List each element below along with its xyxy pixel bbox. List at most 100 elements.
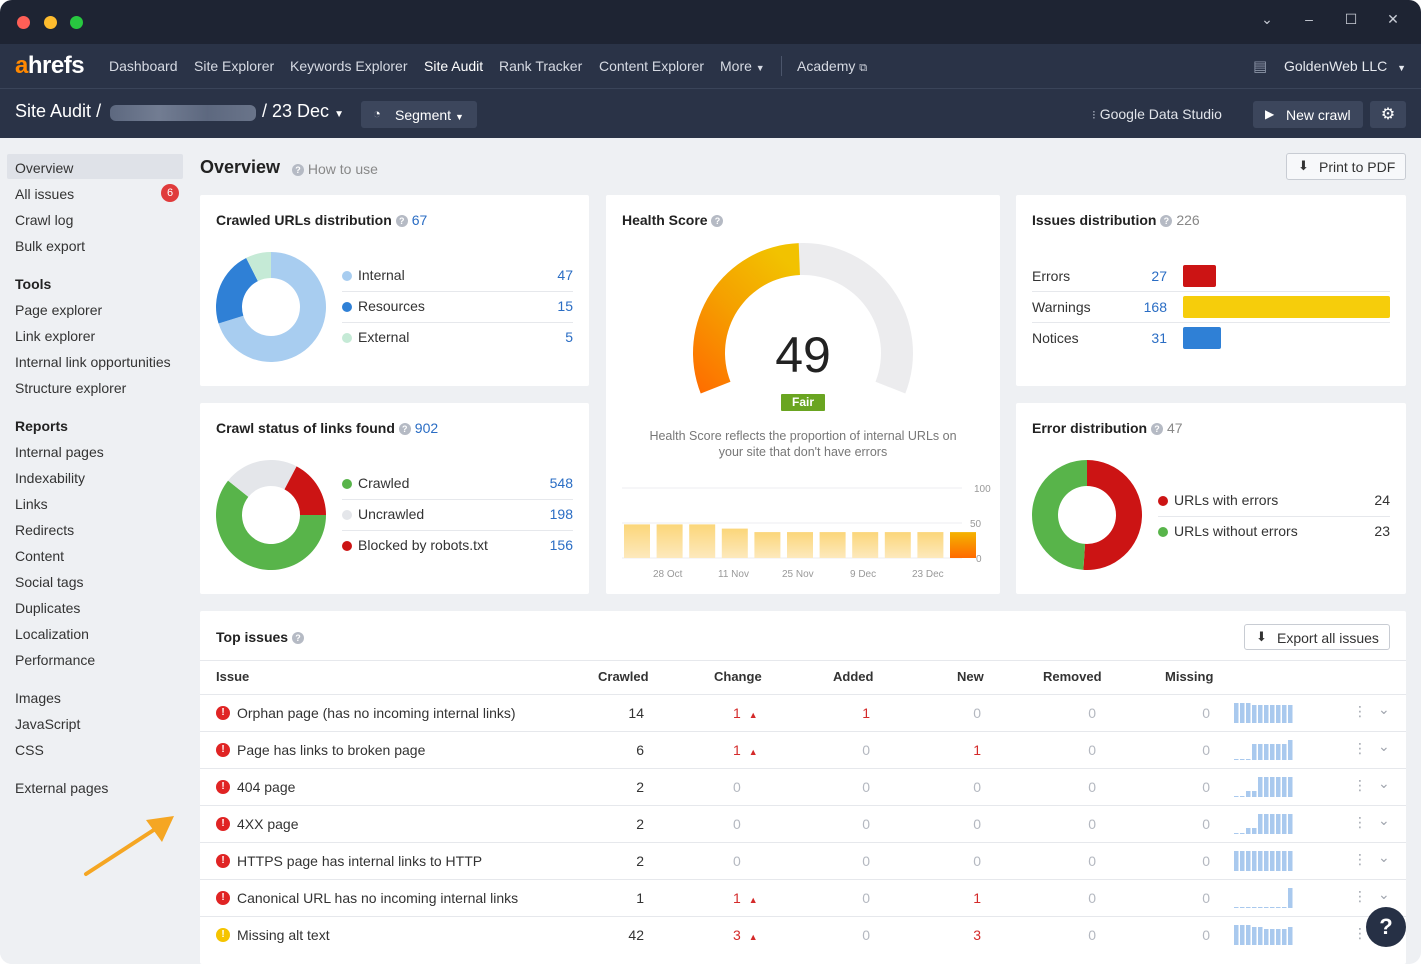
- added-count[interactable]: 0: [862, 779, 870, 795]
- legend-value[interactable]: 5: [565, 329, 573, 345]
- export-all-issues-button[interactable]: ⬇ Export all issues: [1244, 624, 1390, 650]
- legend-value[interactable]: 23: [1374, 523, 1390, 539]
- new-count[interactable]: 0: [973, 705, 981, 721]
- added-count[interactable]: 0: [862, 853, 870, 869]
- column-header-issue[interactable]: Issue: [216, 669, 250, 684]
- change-value[interactable]: 1 ▲: [733, 742, 758, 758]
- removed-count[interactable]: 0: [1088, 927, 1096, 943]
- legend-value[interactable]: 548: [549, 475, 573, 491]
- nav-site-audit[interactable]: Site Audit: [424, 58, 484, 74]
- legend-row-uncrawled[interactable]: Uncrawled 198: [342, 500, 573, 531]
- sidebar-item-internal-link-opportunities[interactable]: Internal link opportunities: [15, 354, 171, 370]
- new-count[interactable]: 1: [973, 890, 981, 906]
- nav-dashboard[interactable]: Dashboard: [109, 58, 178, 74]
- more-options-icon[interactable]: ⋮: [1353, 740, 1367, 756]
- close-window-dot[interactable]: [17, 16, 30, 29]
- nav-academy[interactable]: Academy ⧉: [797, 58, 868, 74]
- new-crawl-button[interactable]: ▶ New crawl: [1253, 101, 1363, 128]
- legend-value[interactable]: 47: [557, 267, 573, 283]
- more-options-icon[interactable]: ⋮: [1353, 888, 1367, 904]
- sidebar-item-links[interactable]: Links: [15, 496, 48, 512]
- more-options-icon[interactable]: ⋮: [1353, 925, 1367, 941]
- notices-bar[interactable]: [1183, 327, 1221, 349]
- new-count[interactable]: 0: [973, 816, 981, 832]
- sidebar-item-bulk-export[interactable]: Bulk export: [15, 238, 86, 254]
- trend-sparkline[interactable]: [1234, 851, 1294, 871]
- nav-rank-tracker[interactable]: Rank Tracker: [499, 58, 583, 74]
- crawled-count[interactable]: 14: [628, 705, 644, 721]
- sidebar-item-overview[interactable]: Overview: [15, 160, 74, 176]
- chevron-down-icon[interactable]: ⌄: [1378, 738, 1390, 754]
- table-row[interactable]: ! Page has links to broken page 6 1 ▲ 0 1 0 0 ⋮ ⌄: [200, 731, 1406, 768]
- chevron-down-icon[interactable]: ⌄: [1378, 812, 1390, 828]
- sidebar-item-structure-explorer[interactable]: Structure explorer: [15, 380, 127, 396]
- legend-row-crawled[interactable]: Crawled 548: [342, 469, 573, 500]
- print-to-pdf-button[interactable]: ⬇ Print to PDF: [1286, 153, 1406, 180]
- minimize-icon[interactable]: –: [1305, 11, 1313, 27]
- nav-keywords-explorer[interactable]: Keywords Explorer: [290, 58, 408, 74]
- legend-row-blocked[interactable]: Blocked by robots.txt 156: [342, 531, 573, 562]
- chevron-down-icon[interactable]: ⌄: [1378, 886, 1390, 902]
- crawled-count[interactable]: 2: [636, 816, 644, 832]
- table-row[interactable]: ! Orphan page (has no incoming internal l…: [200, 694, 1406, 731]
- legend-row-urls-without-errors[interactable]: URLs without errors 23: [1158, 517, 1390, 548]
- removed-count[interactable]: 0: [1088, 853, 1096, 869]
- chevron-down-icon[interactable]: ⌄: [1378, 775, 1390, 791]
- trend-sparkline[interactable]: [1234, 777, 1294, 797]
- change-value[interactable]: 0: [733, 779, 741, 795]
- removed-count[interactable]: 0: [1088, 890, 1096, 906]
- crawled-count[interactable]: 1: [636, 890, 644, 906]
- warnings-bar[interactable]: [1183, 296, 1390, 318]
- account-menu[interactable]: GoldenWeb LLC ▼: [1284, 58, 1407, 74]
- sidebar-item-javascript[interactable]: JavaScript: [15, 716, 81, 732]
- crawled-count[interactable]: 6: [636, 742, 644, 758]
- removed-count[interactable]: 0: [1088, 816, 1096, 832]
- crawled-count[interactable]: 2: [636, 779, 644, 795]
- issue-name[interactable]: 404 page: [237, 779, 296, 795]
- project-name-blurred[interactable]: [110, 105, 256, 121]
- missing-count[interactable]: 0: [1202, 705, 1210, 721]
- legend-row-urls-with-errors[interactable]: URLs with errors 24: [1158, 486, 1390, 517]
- trend-sparkline[interactable]: [1234, 888, 1294, 908]
- sidebar-item-performance[interactable]: Performance: [15, 652, 96, 668]
- google-data-studio-link[interactable]: ⁝ Google Data Studio: [1092, 106, 1222, 122]
- sidebar-item-link-explorer[interactable]: Link explorer: [15, 328, 96, 344]
- chevron-down-icon[interactable]: ⌄: [1378, 701, 1390, 717]
- more-options-icon[interactable]: ⋮: [1353, 814, 1367, 830]
- change-value[interactable]: 3 ▲: [733, 927, 758, 943]
- table-row[interactable]: ! HTTPS page has internal links to HTTP 2 0…: [200, 842, 1406, 879]
- missing-count[interactable]: 0: [1202, 890, 1210, 906]
- sidebar-item-crawl-log[interactable]: Crawl log: [15, 212, 74, 228]
- error-donut[interactable]: [1032, 460, 1142, 570]
- trend-sparkline[interactable]: [1234, 925, 1294, 945]
- column-header-removed[interactable]: Removed: [1043, 669, 1102, 684]
- issue-name[interactable]: Page has links to broken page: [237, 742, 426, 758]
- how-to-use-link[interactable]: ? How to use: [292, 161, 378, 177]
- new-count[interactable]: 0: [973, 853, 981, 869]
- more-options-icon[interactable]: ⋮: [1353, 777, 1367, 793]
- more-options-icon[interactable]: ⋮: [1353, 703, 1367, 719]
- issue-type-value[interactable]: 27: [1151, 268, 1167, 284]
- crawled-count[interactable]: 2: [636, 853, 644, 869]
- missing-count[interactable]: 0: [1202, 779, 1210, 795]
- nav-site-explorer[interactable]: Site Explorer: [194, 58, 275, 74]
- missing-count[interactable]: 0: [1202, 742, 1210, 758]
- added-count[interactable]: 0: [862, 816, 870, 832]
- change-value[interactable]: 0: [733, 853, 741, 869]
- new-count[interactable]: 0: [973, 779, 981, 795]
- notes-icon[interactable]: ▤: [1253, 58, 1268, 75]
- trend-sparkline[interactable]: [1234, 703, 1294, 723]
- column-header-added[interactable]: Added: [833, 669, 874, 684]
- health-gauge[interactable]: [606, 235, 1000, 425]
- new-count[interactable]: 1: [973, 742, 981, 758]
- table-row[interactable]: ! 4XX page 2 0 0 0 0 0 ⋮ ⌄: [200, 805, 1406, 842]
- missing-count[interactable]: 0: [1202, 927, 1210, 943]
- missing-count[interactable]: 0: [1202, 853, 1210, 869]
- trend-sparkline[interactable]: [1234, 814, 1294, 834]
- zoom-window-dot[interactable]: [70, 16, 83, 29]
- ahrefs-logo[interactable]: ahrefs: [15, 52, 85, 79]
- crawled-count[interactable]: 42: [628, 927, 644, 943]
- issue-name[interactable]: Canonical URL has no incoming internal l…: [237, 890, 519, 906]
- nav-more[interactable]: More ▼: [720, 58, 765, 74]
